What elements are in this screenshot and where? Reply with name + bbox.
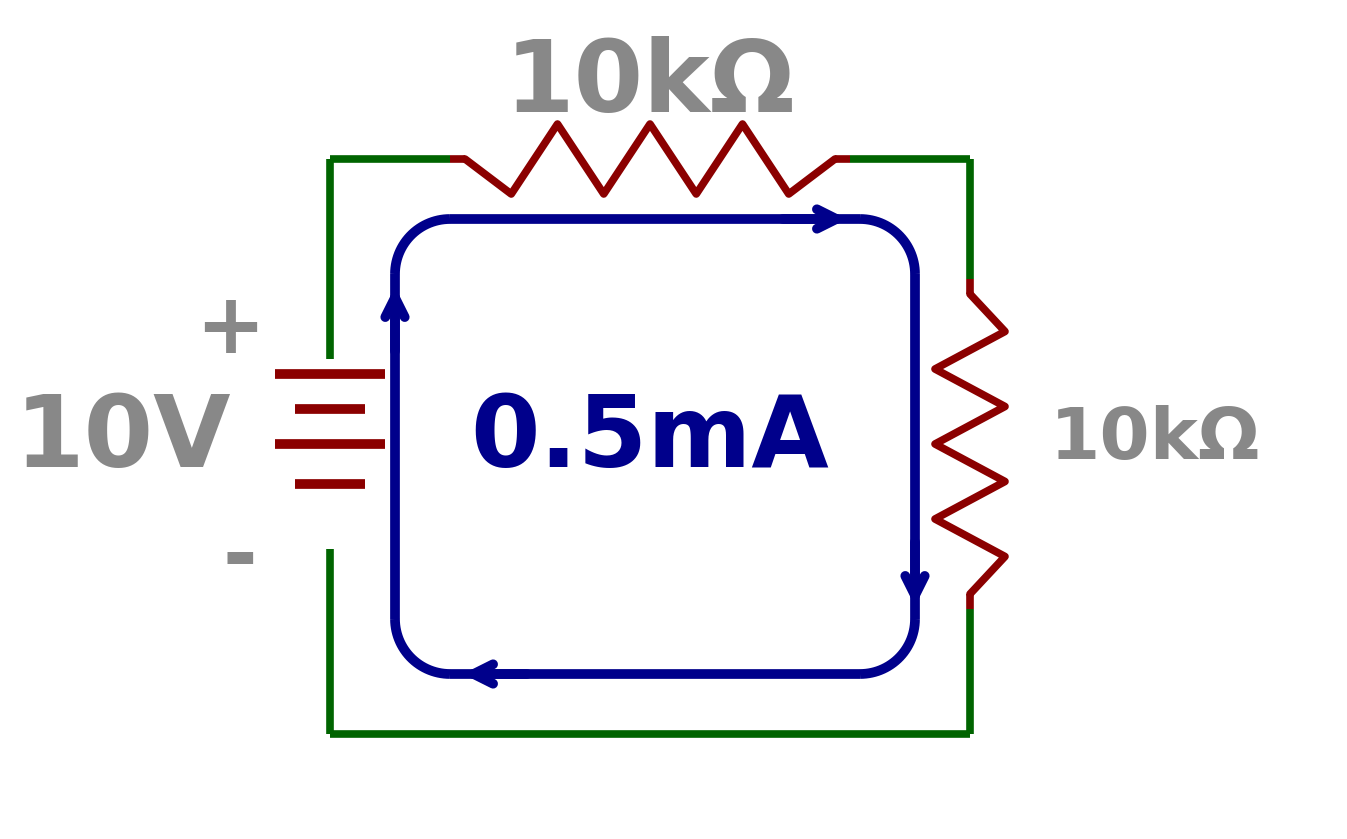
Text: 0.5mA: 0.5mA (470, 390, 830, 487)
Text: 10kΩ: 10kΩ (1051, 404, 1261, 473)
Text: 10V: 10V (15, 390, 232, 487)
Text: +: + (195, 289, 265, 369)
Text: -: - (222, 519, 257, 600)
Text: 10kΩ: 10kΩ (505, 35, 795, 133)
